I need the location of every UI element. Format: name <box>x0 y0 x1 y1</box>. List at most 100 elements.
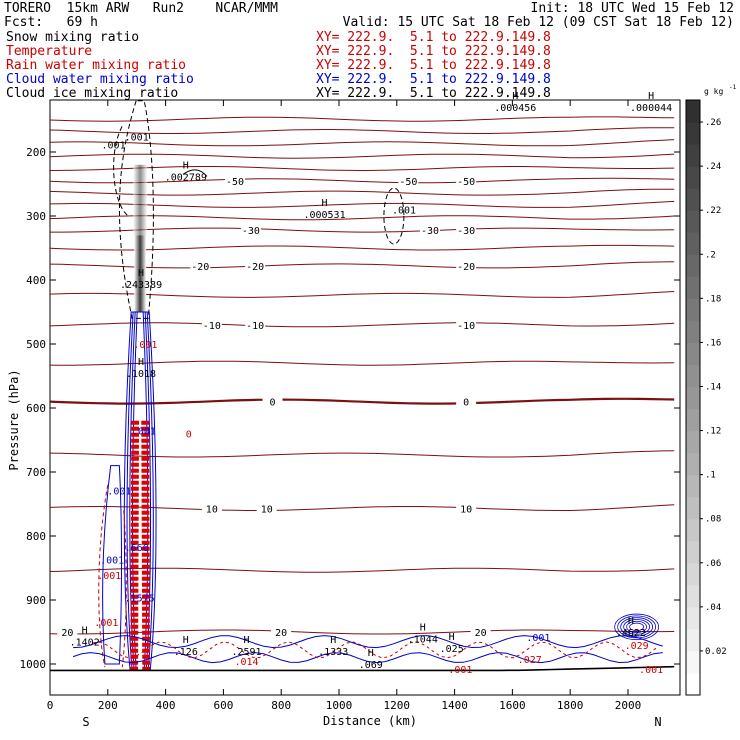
isotherm-line <box>49 322 675 328</box>
x-tick-label: 1000 <box>326 699 353 712</box>
isotherm-label: 20 <box>61 628 73 639</box>
x-tick-label: 1400 <box>441 699 468 712</box>
colorbar-swatch <box>686 474 700 498</box>
contour-value-label: .001 <box>526 633 550 644</box>
maximum-value: .2591 <box>231 647 261 658</box>
colorbar-swatch <box>686 452 700 476</box>
colorbar-swatch <box>686 298 700 321</box>
colorbar-swatch <box>686 144 700 167</box>
isotherm-line <box>49 188 675 196</box>
forecast-hour: Fcst: 69 h <box>4 15 98 30</box>
maximum-value: .243389 <box>120 280 162 291</box>
cloud-water-contour <box>102 465 123 665</box>
colorbar-tick-label: .2 <box>705 250 716 260</box>
y-tick-label: 200 <box>26 146 46 159</box>
colorbar-swatch <box>686 100 700 123</box>
isotherm-label: -30 <box>421 226 439 237</box>
maximum-value: .000456 <box>494 103 536 114</box>
colorbar-swatch <box>686 386 700 410</box>
isotherm-line <box>50 227 675 233</box>
colorbar-tick-label: 0.02 <box>705 647 727 657</box>
y-tick-label: 800 <box>26 530 46 543</box>
field-xy-rain: XY= 222.9. 5.1 to 222.9.149.8 <box>316 58 551 73</box>
field-xy-temperature: XY= 222.9. 5.1 to 222.9.149.8 <box>316 44 551 59</box>
isotherm-line <box>49 567 675 573</box>
contour-value-label: .001 <box>97 571 121 582</box>
maximum-marker: H <box>183 160 189 171</box>
isotherm-label: 10 <box>206 504 218 515</box>
cloud-ice-contour <box>113 126 129 217</box>
x-tick-label: 400 <box>156 699 176 712</box>
contour-value-label: .001 <box>132 426 156 437</box>
maximum-value: .1333 <box>318 647 348 658</box>
maximum-marker: H <box>138 357 144 368</box>
maximum-value: .1402 <box>70 638 100 649</box>
x-tick-label: 600 <box>213 699 233 712</box>
colorbar-tick-label: .26 <box>705 118 721 128</box>
maximum-value: .4622 <box>616 628 646 639</box>
isotherm-label: 10 <box>261 504 273 515</box>
x-tick-label: 200 <box>98 699 118 712</box>
contour-value-label: .001 <box>639 665 663 676</box>
x-tick-label: 800 <box>271 699 291 712</box>
field-xy-cloud-ice: XY= 222.9. 5.1 to 222.9.149.8 <box>316 86 551 101</box>
cloud-water-band <box>72 652 663 664</box>
isotherm-line <box>49 504 675 511</box>
maximum-marker: H <box>243 635 249 646</box>
surface-line <box>50 665 675 672</box>
cloud-water-max-rings <box>629 622 645 632</box>
colorbar-tick-label: .14 <box>705 382 721 392</box>
colorbar-swatch <box>686 430 700 454</box>
maximum-marker: H <box>368 648 374 659</box>
maximum-marker: H <box>322 198 328 209</box>
contour-value-label: .001 <box>133 340 157 351</box>
rain-water-band <box>93 641 658 659</box>
isotherm-line <box>49 166 675 172</box>
colorbar-swatch <box>686 122 700 145</box>
y-tick-label: 1000 <box>20 658 47 671</box>
maximum-value: .000044 <box>630 103 672 114</box>
x-end-label-south: S <box>82 715 89 729</box>
isotherm-label: 20 <box>275 628 287 639</box>
y-tick-label: 400 <box>26 274 46 287</box>
isotherm-label: -50 <box>457 177 475 188</box>
colorbar-tick-label: .16 <box>705 338 721 348</box>
cloud-ice-contour <box>118 100 154 319</box>
colorbar-swatch <box>686 210 700 233</box>
x-tick-label: 2000 <box>615 699 642 712</box>
isotherm-label: -30 <box>457 226 475 237</box>
contour-value-label: .001 <box>102 140 126 151</box>
valid-time: Valid: 15 UTC Sat 18 Feb 12 (09 CST Sat … <box>342 15 734 30</box>
colorbar-swatch <box>686 496 700 520</box>
cloud-water-max-rings <box>617 615 657 639</box>
maximum-value: .069 <box>359 660 383 671</box>
isotherm-label: -20 <box>246 262 264 273</box>
cloud-water-max-rings <box>614 613 660 641</box>
contour-value-label: .014 <box>234 657 258 668</box>
colorbar-frame <box>685 99 701 696</box>
maximum-value: .1018 <box>126 369 156 380</box>
cloud-water-max-rings <box>626 620 648 633</box>
colorbar-unit-exponent: -1 <box>729 84 737 91</box>
colorbar-tick-label: .22 <box>705 206 721 216</box>
x-tick-label: 0 <box>47 699 54 712</box>
colorbar-swatch <box>686 188 700 211</box>
snow-column-core <box>134 235 147 312</box>
contour-value-label: .666 <box>125 543 149 554</box>
isotherm-line <box>49 215 675 221</box>
maximum-marker: H <box>82 626 88 637</box>
x-tick-label: 1200 <box>384 699 411 712</box>
maximum-value: .025 <box>440 644 464 655</box>
colorbar-swatch <box>686 254 700 277</box>
init-time: Init: 18 UTC Wed 15 Feb 12 <box>530 1 735 16</box>
maximum-marker: H <box>628 616 634 627</box>
colorbar-swatch <box>686 276 700 299</box>
colorbar-tick-label: .08 <box>705 515 721 525</box>
colorbar-swatch <box>686 584 700 608</box>
isotherm-line <box>49 629 675 635</box>
isotherm-line <box>49 360 675 366</box>
isotherm-label: -20 <box>191 262 209 273</box>
isotherm-line <box>49 261 675 269</box>
isotherm-line <box>49 153 675 159</box>
maximum-marker: H <box>138 268 144 279</box>
